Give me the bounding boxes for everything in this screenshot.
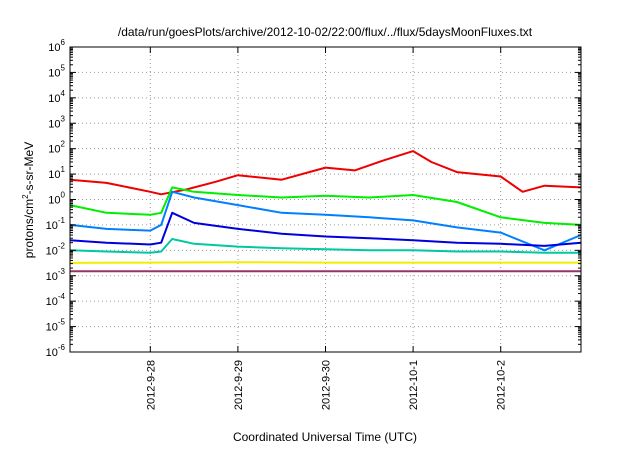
- y-tick-label: 101: [48, 165, 65, 181]
- chart-title: /data/run/goesPlots/archive/2012-10-02/2…: [118, 25, 533, 39]
- y-tick-label: 104: [48, 89, 65, 105]
- y-tick-base: 10: [48, 93, 60, 105]
- series-line-6: [69, 261, 581, 264]
- x-tick-label: 2012-10-2: [496, 360, 508, 410]
- y-tick-exponent: -5: [58, 318, 66, 327]
- series-line-2: [69, 186, 582, 226]
- y-tick-label: 106: [48, 38, 65, 54]
- series-layer: [69, 150, 582, 273]
- y-tick-label: 10-5: [46, 318, 66, 334]
- y-axis-label-sup: 2: [21, 194, 30, 199]
- y-tick-exponent: 2: [61, 140, 66, 149]
- series-line-4: [69, 211, 582, 247]
- y-tick-base: 10: [48, 195, 60, 207]
- y-tick-label: 102: [48, 140, 65, 156]
- y-tick-exponent: -1: [58, 216, 66, 225]
- y-tick-exponent: 0: [61, 191, 66, 200]
- y-tick-label: 10-1: [46, 216, 66, 232]
- y-tick-base: 10: [48, 67, 60, 79]
- y-tick-exponent: 5: [61, 63, 66, 72]
- y-tick-label: 10-2: [46, 241, 66, 257]
- y-tick-exponent: -4: [58, 292, 66, 301]
- y-tick-exponent: 4: [61, 89, 66, 98]
- y-tick-exponent: 1: [61, 165, 66, 174]
- y-tick-label: 10-3: [46, 267, 66, 283]
- y-tick-exponent: 6: [61, 38, 66, 47]
- y-tick-base: 10: [46, 347, 58, 359]
- x-tick-label: 2012-10-1: [408, 360, 420, 410]
- y-tick-label: 105: [48, 63, 65, 79]
- y-axis-label-main: protons/cm: [22, 199, 36, 258]
- y-tick-label: 100: [48, 191, 65, 207]
- tick-layer: 10-610-510-410-310-210-11001011021031041…: [46, 38, 581, 410]
- y-tick-base: 10: [48, 42, 60, 54]
- x-axis-label: Coordinated Universal Time (UTC): [233, 430, 417, 444]
- y-tick-base: 10: [46, 296, 58, 308]
- x-tick-label: 2012-9-29: [233, 360, 245, 410]
- y-axis-label-rest: -s-sr-MeV: [22, 142, 36, 195]
- y-tick-exponent: -6: [58, 343, 66, 352]
- series-line-5: [69, 238, 581, 254]
- grid-layer: [70, 47, 581, 352]
- y-tick-label: 10-4: [46, 292, 66, 308]
- y-tick-exponent: -2: [58, 241, 66, 250]
- series-line-1: [69, 150, 582, 196]
- y-tick-base: 10: [46, 220, 58, 232]
- y-tick-base: 10: [48, 144, 60, 156]
- y-tick-label: 10-6: [46, 343, 66, 359]
- x-tick-label: 2012-9-30: [321, 360, 333, 410]
- y-tick-base: 10: [46, 322, 58, 334]
- y-tick-exponent: -3: [58, 267, 66, 276]
- y-tick-label: 103: [48, 114, 65, 130]
- y-tick-base: 10: [48, 118, 60, 130]
- y-tick-exponent: 3: [61, 114, 66, 123]
- x-tick-label: 2012-9-28: [145, 360, 157, 410]
- y-tick-base: 10: [48, 169, 60, 181]
- y-axis-label: protons/cm2-s-sr-MeV: [21, 142, 36, 258]
- y-tick-base: 10: [46, 271, 58, 283]
- y-tick-base: 10: [46, 245, 58, 257]
- series-line-3: [69, 190, 582, 252]
